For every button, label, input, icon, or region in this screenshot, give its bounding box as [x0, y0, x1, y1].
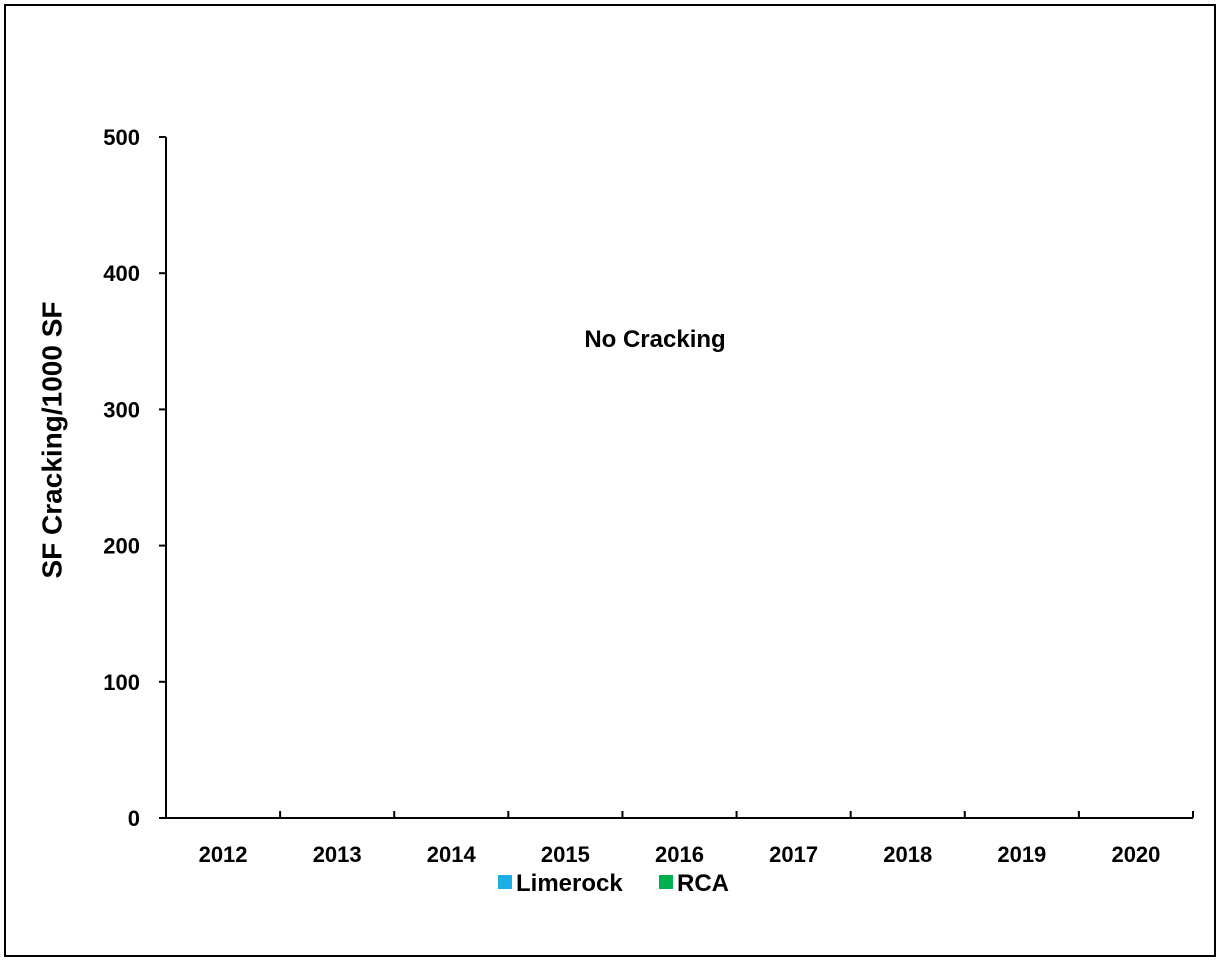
y-axis-ticks: 0 100 200 300 400 500 [103, 125, 166, 831]
y-axis-title: SF Cracking/1000 SF [36, 301, 67, 578]
x-tick-label: 2012 [199, 842, 248, 867]
legend-swatch-limerock [498, 875, 512, 889]
y-tick-label: 300 [103, 397, 140, 422]
x-tick-label: 2014 [427, 842, 477, 867]
y-tick-label: 100 [103, 670, 140, 695]
y-tick-label: 200 [103, 534, 140, 559]
x-tick-label: 2015 [541, 842, 590, 867]
y-tick-label: 500 [103, 125, 140, 150]
x-tick-label: 2018 [883, 842, 932, 867]
x-tick-label: 2020 [1111, 842, 1160, 867]
y-tick-label: 400 [103, 261, 140, 286]
y-tick-label: 0 [128, 806, 140, 831]
x-tick-label: 2016 [655, 842, 704, 867]
x-tick-label: 2017 [769, 842, 818, 867]
x-axis-ticks: 2012 2013 2014 2015 2016 2017 2018 2019 2020 [165, 811, 1194, 867]
chart-frame [4, 4, 1216, 957]
no-cracking-annotation: No Cracking [584, 326, 725, 353]
legend: Limerock RCA [498, 870, 729, 897]
x-tick-label: 2019 [997, 842, 1046, 867]
legend-swatch-rca [659, 875, 673, 889]
legend-label-limerock: Limerock [516, 870, 623, 897]
x-tick-label: 2013 [313, 842, 362, 867]
legend-label-rca: RCA [677, 870, 729, 897]
